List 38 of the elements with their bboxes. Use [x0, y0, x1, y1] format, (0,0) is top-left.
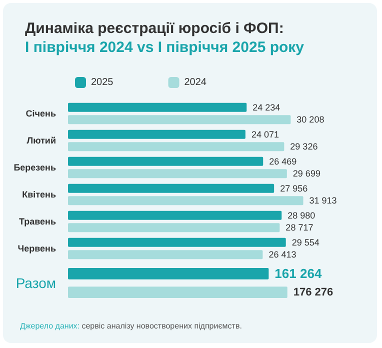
bar	[68, 250, 263, 260]
data-label: 26 413	[268, 250, 296, 260]
legend-label: 2025	[91, 77, 114, 88]
bar	[68, 130, 246, 139]
data-label: 24 234	[252, 102, 280, 112]
chart-subtitle: І півріччя 2024 vs І півріччя 2025 року	[25, 39, 305, 56]
y-tick-label: Січень	[26, 108, 56, 118]
y-tick-label: Березень	[14, 162, 56, 172]
bar	[68, 184, 274, 193]
y-tick-label: Разом	[16, 275, 56, 291]
y-tick-label: Квітень	[22, 190, 56, 200]
data-label: 29 699	[292, 168, 320, 179]
chart-title: Динаміка реєстрації юросіб і ФОП:	[25, 20, 284, 37]
legend-label: 2024	[184, 77, 207, 88]
data-label: 26 469	[269, 156, 297, 166]
y-tick-label: Лютий	[26, 136, 56, 146]
bar	[68, 238, 286, 247]
y-tick-label: Червень	[18, 244, 56, 254]
data-label: 28 980	[288, 210, 316, 220]
bar	[68, 169, 287, 178]
data-label: 161 264	[274, 266, 322, 282]
data-label: 176 276	[293, 286, 334, 298]
bar	[68, 196, 304, 206]
data-label: 27 956	[280, 183, 308, 194]
data-label: 29 326	[290, 142, 318, 152]
data-label: 28 717	[286, 222, 314, 233]
bar	[68, 102, 247, 112]
data-label: 31 913	[309, 196, 337, 206]
data-label: 30 208	[296, 114, 324, 125]
bar	[68, 115, 291, 124]
bar	[68, 210, 282, 220]
bar	[68, 223, 280, 232]
bar	[68, 142, 284, 152]
data-label: 24 071	[251, 129, 279, 140]
data-label: 29 554	[292, 237, 320, 248]
y-tick-label: Травень	[18, 216, 56, 226]
annotation: Джерело даних: сервіс аналізу новостворених підприємств.	[20, 322, 242, 330]
bar	[68, 156, 264, 166]
